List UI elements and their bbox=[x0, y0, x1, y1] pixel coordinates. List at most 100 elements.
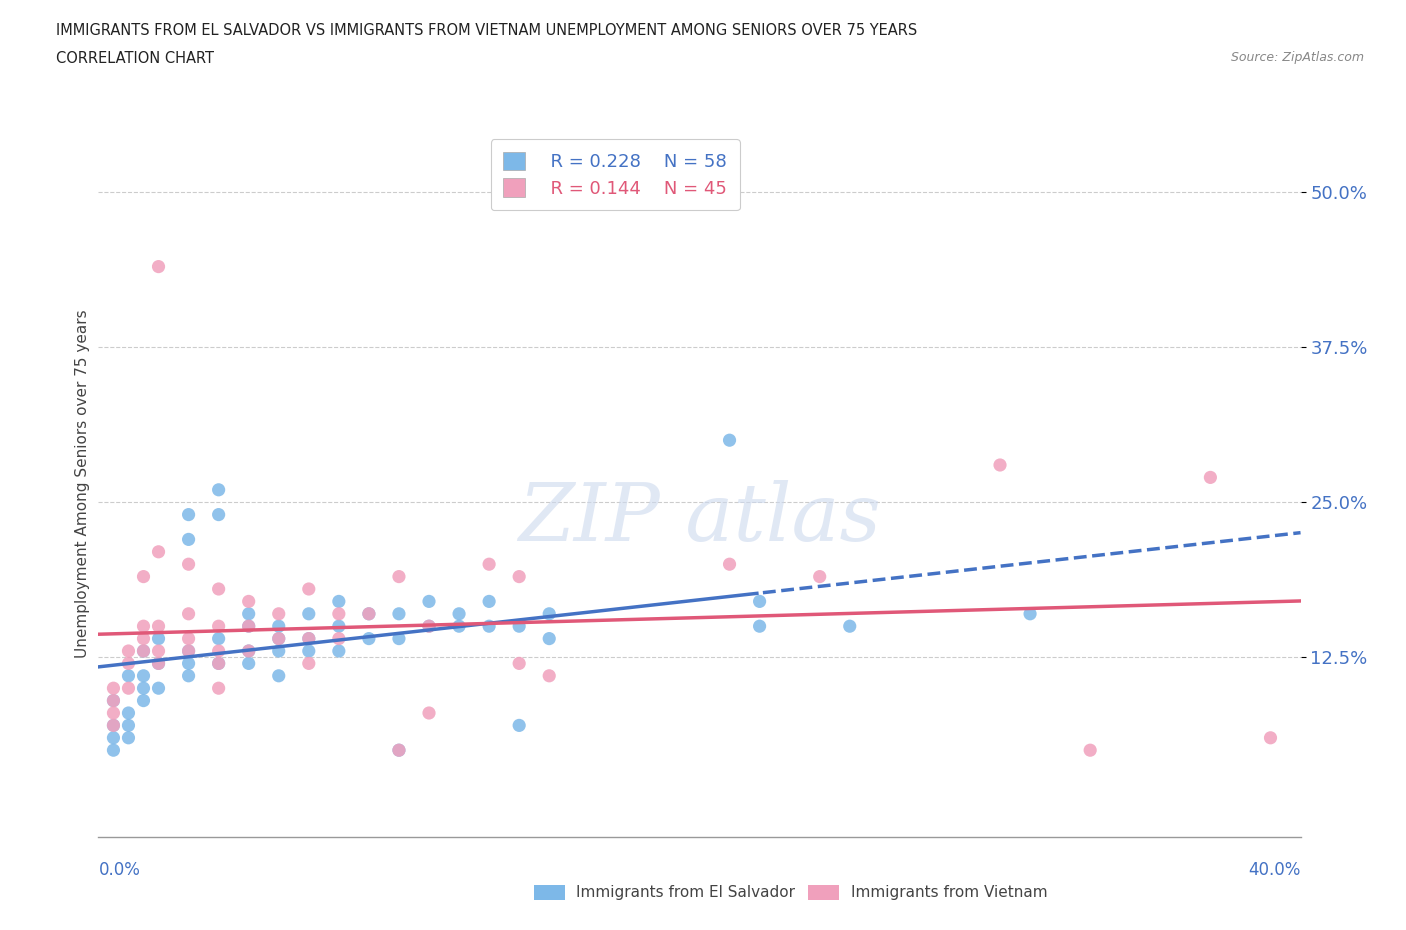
Point bbox=[177, 557, 200, 572]
Point bbox=[267, 606, 290, 621]
Point bbox=[208, 581, 231, 596]
Point bbox=[267, 631, 290, 646]
Point bbox=[508, 618, 530, 633]
Point bbox=[177, 631, 200, 646]
Point bbox=[357, 606, 380, 621]
Point bbox=[418, 594, 440, 609]
Point bbox=[208, 507, 231, 522]
Point bbox=[267, 669, 290, 684]
Point bbox=[103, 718, 125, 733]
Point bbox=[117, 669, 139, 684]
Point bbox=[298, 581, 321, 596]
Point bbox=[298, 631, 321, 646]
Point bbox=[388, 631, 411, 646]
Point bbox=[177, 656, 200, 671]
Point bbox=[388, 606, 411, 621]
Point bbox=[298, 606, 321, 621]
Point bbox=[208, 483, 231, 498]
Point bbox=[838, 618, 860, 633]
Point bbox=[508, 718, 530, 733]
Point bbox=[148, 259, 170, 274]
Point bbox=[1260, 730, 1282, 745]
Point bbox=[538, 669, 561, 684]
Point bbox=[148, 618, 170, 633]
Point bbox=[418, 618, 440, 633]
Point bbox=[748, 594, 770, 609]
Point bbox=[132, 644, 155, 658]
Point bbox=[117, 718, 139, 733]
Point bbox=[132, 631, 155, 646]
Point bbox=[238, 606, 260, 621]
Text: Immigrants from Vietnam: Immigrants from Vietnam bbox=[851, 885, 1047, 900]
Point bbox=[208, 656, 231, 671]
Point bbox=[478, 594, 501, 609]
Point bbox=[177, 507, 200, 522]
Point bbox=[808, 569, 831, 584]
Point bbox=[508, 656, 530, 671]
Point bbox=[117, 656, 139, 671]
Point bbox=[177, 669, 200, 684]
Point bbox=[267, 644, 290, 658]
Point bbox=[103, 706, 125, 721]
Point bbox=[132, 681, 155, 696]
Point bbox=[148, 644, 170, 658]
Point bbox=[132, 644, 155, 658]
Point bbox=[177, 532, 200, 547]
Text: CORRELATION CHART: CORRELATION CHART bbox=[56, 51, 214, 66]
Point bbox=[328, 618, 350, 633]
Point bbox=[208, 656, 231, 671]
Point bbox=[748, 618, 770, 633]
Point bbox=[328, 606, 350, 621]
Point bbox=[117, 644, 139, 658]
Point bbox=[148, 681, 170, 696]
Point bbox=[103, 730, 125, 745]
Point bbox=[177, 606, 200, 621]
Point bbox=[357, 631, 380, 646]
Point bbox=[117, 706, 139, 721]
Point bbox=[538, 606, 561, 621]
Text: ZIP atlas: ZIP atlas bbox=[517, 480, 882, 558]
Point bbox=[357, 606, 380, 621]
Point bbox=[418, 618, 440, 633]
Point bbox=[208, 631, 231, 646]
Point bbox=[103, 718, 125, 733]
Text: Immigrants from El Salvador: Immigrants from El Salvador bbox=[576, 885, 796, 900]
Point bbox=[267, 618, 290, 633]
Point bbox=[238, 644, 260, 658]
Text: 40.0%: 40.0% bbox=[1249, 860, 1301, 879]
Point bbox=[132, 669, 155, 684]
Point bbox=[238, 594, 260, 609]
Point bbox=[388, 569, 411, 584]
Point bbox=[148, 656, 170, 671]
Point bbox=[238, 618, 260, 633]
Point bbox=[328, 594, 350, 609]
Point bbox=[718, 557, 741, 572]
Point bbox=[238, 618, 260, 633]
Point bbox=[508, 569, 530, 584]
Point bbox=[132, 618, 155, 633]
Point bbox=[1199, 470, 1222, 485]
Point bbox=[208, 644, 231, 658]
Point bbox=[1019, 606, 1042, 621]
Point bbox=[117, 730, 139, 745]
Point bbox=[298, 644, 321, 658]
Point bbox=[1078, 743, 1101, 758]
Point bbox=[148, 631, 170, 646]
Point bbox=[103, 743, 125, 758]
Point bbox=[103, 681, 125, 696]
Point bbox=[478, 618, 501, 633]
Text: IMMIGRANTS FROM EL SALVADOR VS IMMIGRANTS FROM VIETNAM UNEMPLOYMENT AMONG SENIOR: IMMIGRANTS FROM EL SALVADOR VS IMMIGRANT… bbox=[56, 23, 918, 38]
Point bbox=[117, 681, 139, 696]
Text: 0.0%: 0.0% bbox=[98, 860, 141, 879]
Point bbox=[478, 557, 501, 572]
Point bbox=[148, 544, 170, 559]
Point bbox=[103, 693, 125, 708]
Text: Source: ZipAtlas.com: Source: ZipAtlas.com bbox=[1230, 51, 1364, 64]
Point bbox=[132, 569, 155, 584]
Point bbox=[103, 693, 125, 708]
Point bbox=[238, 644, 260, 658]
Point bbox=[208, 618, 231, 633]
Point bbox=[132, 693, 155, 708]
Point bbox=[388, 743, 411, 758]
Point bbox=[177, 644, 200, 658]
